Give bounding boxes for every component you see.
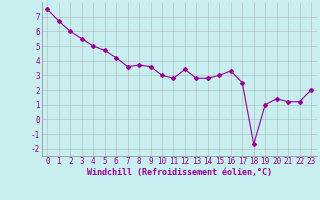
- X-axis label: Windchill (Refroidissement éolien,°C): Windchill (Refroidissement éolien,°C): [87, 168, 272, 177]
